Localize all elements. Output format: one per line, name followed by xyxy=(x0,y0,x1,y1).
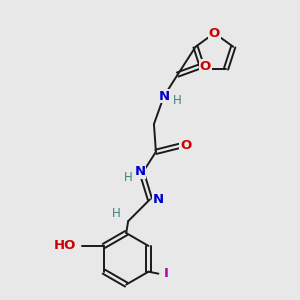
Text: HO: HO xyxy=(54,239,76,252)
Text: N: N xyxy=(158,90,169,103)
Text: I: I xyxy=(164,267,169,280)
Text: N: N xyxy=(134,165,146,178)
Text: O: O xyxy=(209,27,220,40)
Text: N: N xyxy=(152,193,164,206)
Text: O: O xyxy=(200,60,211,73)
Text: O: O xyxy=(180,140,191,152)
Text: H: H xyxy=(124,171,133,184)
Text: H: H xyxy=(112,207,121,220)
Text: H: H xyxy=(173,94,182,107)
